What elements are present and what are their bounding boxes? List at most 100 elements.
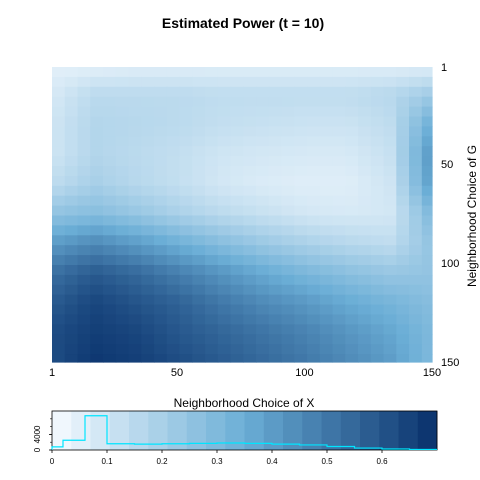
heatmap-cell xyxy=(90,116,104,127)
heatmap-cell xyxy=(243,294,257,306)
heatmap-cell xyxy=(90,215,104,226)
heatmap-cell xyxy=(307,96,321,108)
heatmap-cell xyxy=(358,67,372,78)
heatmap-cell xyxy=(294,106,308,118)
heatmap-cell xyxy=(319,126,334,137)
heatmap-cell xyxy=(409,354,423,363)
heatmap-cell xyxy=(396,136,410,147)
heatmap-cell xyxy=(294,116,308,127)
heatmap-cell xyxy=(154,126,168,137)
heatmap-cell xyxy=(243,175,257,187)
heatmap-cell xyxy=(217,284,232,296)
heatmap-cell xyxy=(154,314,168,325)
heatmap-cell xyxy=(179,324,193,335)
heatmap-cell xyxy=(77,67,91,78)
heatmap-cell xyxy=(154,294,168,306)
heatmap-cell xyxy=(128,284,142,296)
heatmap-cell xyxy=(243,284,257,296)
heatmap-cell xyxy=(358,146,372,157)
heatmap-cell xyxy=(141,304,155,316)
heatmap-cell xyxy=(192,146,206,157)
heatmap-cell xyxy=(243,165,257,177)
heatmap-cell xyxy=(115,314,130,325)
heatmap-cell xyxy=(52,106,66,118)
heatmap-cell xyxy=(230,245,244,256)
heatmap-cell xyxy=(370,274,385,286)
heatmap-cell xyxy=(396,264,410,276)
color-key-tick-label: 0.5 xyxy=(321,457,333,466)
heatmap-cell xyxy=(319,136,334,147)
heatmap-cell xyxy=(154,264,168,276)
heatmap-cell xyxy=(268,165,283,177)
heatmap-cell xyxy=(217,304,232,316)
heatmap-cell xyxy=(421,136,433,147)
heatmap-cell xyxy=(243,156,257,167)
heatmap-cell xyxy=(217,86,232,98)
color-key-bin xyxy=(109,411,130,450)
heatmap-cell xyxy=(230,294,244,306)
heatmap-cell xyxy=(77,354,91,363)
heatmap-cell xyxy=(52,96,66,108)
heatmap-cell xyxy=(115,185,130,197)
heatmap-cell xyxy=(319,175,334,187)
heatmap-cell xyxy=(154,255,168,266)
heatmap-cell xyxy=(345,255,359,266)
heatmap-cell xyxy=(345,274,359,286)
heatmap-cell xyxy=(294,175,308,187)
heatmap-cell xyxy=(179,225,193,236)
heatmap-cell xyxy=(192,354,206,363)
heatmap-cell xyxy=(345,264,359,276)
heatmap-cell xyxy=(103,274,117,286)
heatmap-cell xyxy=(319,106,334,118)
heatmap-cell xyxy=(166,146,181,157)
heatmap-cell xyxy=(370,106,385,118)
heatmap-cell xyxy=(256,96,270,108)
heatmap-cell xyxy=(205,165,219,177)
heatmap-cell xyxy=(268,67,283,78)
heatmap-cell xyxy=(115,146,130,157)
heatmap-cell xyxy=(128,185,142,197)
heatmap-cell xyxy=(307,76,321,88)
heatmap-cell xyxy=(396,274,410,286)
heatmap-cell xyxy=(370,185,385,197)
heatmap-cell xyxy=(370,136,385,147)
heatmap-cell xyxy=(383,215,397,226)
color-key-tick-label: 0.2 xyxy=(156,457,168,466)
heatmap-cell xyxy=(166,245,181,256)
heatmap-cell xyxy=(64,205,79,217)
heatmap-cell xyxy=(281,354,295,363)
heatmap-cell xyxy=(166,264,181,276)
heatmap-cell xyxy=(77,175,91,187)
heatmap-cell xyxy=(358,215,372,226)
heatmap-cell xyxy=(396,324,410,335)
heatmap-cell xyxy=(230,116,244,127)
heatmap-cell xyxy=(358,314,372,325)
heatmap-cell xyxy=(217,354,232,363)
heatmap-cell xyxy=(230,235,244,246)
heatmap-cell xyxy=(409,245,423,256)
heatmap-cell xyxy=(230,225,244,236)
color-key-bin xyxy=(417,411,438,450)
heatmap-cell xyxy=(154,205,168,217)
color-key-tick-label: 0.3 xyxy=(211,457,223,466)
heatmap-cell xyxy=(383,165,397,177)
heatmap-cell xyxy=(179,344,193,355)
heatmap-cell xyxy=(319,215,334,226)
heatmap-cell xyxy=(115,274,130,286)
heatmap-cell xyxy=(243,195,257,207)
color-key-frame xyxy=(51,410,438,451)
heatmap-cell xyxy=(307,274,321,286)
heatmap-cell xyxy=(103,76,117,88)
heatmap-cell xyxy=(217,146,232,157)
heatmap-cell xyxy=(192,205,206,217)
heatmap-cell xyxy=(217,235,232,246)
heatmap-cell xyxy=(90,264,104,276)
heatmap-cell xyxy=(243,76,257,88)
heatmap-cell xyxy=(268,324,283,335)
heatmap-cell xyxy=(281,156,295,167)
heatmap-cell xyxy=(64,136,79,147)
heatmap-cell xyxy=(421,175,433,187)
heatmap-cell xyxy=(77,86,91,98)
heatmap-cell xyxy=(141,116,155,127)
heatmap-cell xyxy=(205,146,219,157)
